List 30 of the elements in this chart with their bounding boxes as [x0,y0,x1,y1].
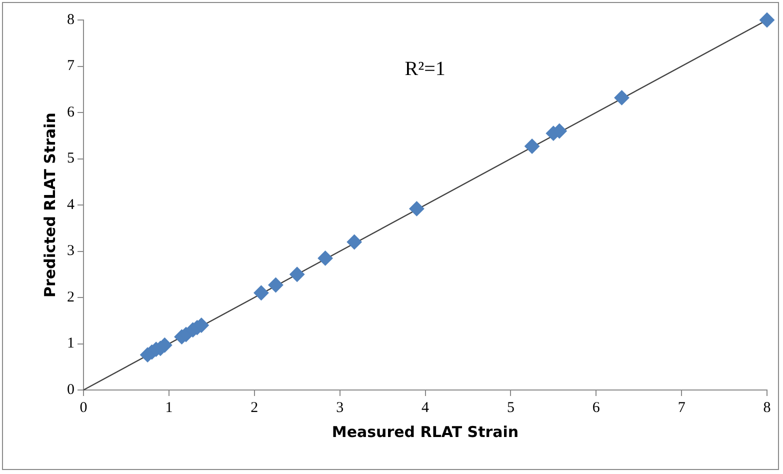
x-tick-label: 8 [763,400,771,416]
x-tick-label: 4 [422,400,430,416]
point [409,201,424,216]
y-tick-label: 0 [67,382,74,398]
y-tick-label: 5 [67,150,74,167]
point [346,234,362,250]
annotation: R²=1 [404,58,446,80]
x-tick-label: 2 [250,400,258,416]
x-tick-label: 1 [165,400,173,416]
y-tick-label: 3 [67,243,74,260]
y-tick-label: 8 [67,12,74,28]
y-tick-label: 7 [67,58,75,74]
y-tick-label: 1 [67,336,74,352]
y-tick-label: 2 [67,289,74,306]
point [614,90,630,106]
x-tick-label: 6 [592,400,600,416]
point [268,278,284,293]
x-tick-label: 7 [678,400,686,416]
point [254,285,269,300]
point [290,266,305,282]
y-axis-title: Predicted RLAT Strain [40,112,59,298]
x-tick-label: 3 [336,400,344,416]
x-tick-label: 0 [80,400,88,416]
point [524,138,540,154]
point [760,12,774,28]
x-tick-label: 5 [506,400,514,416]
x-axis-title: Measured RLAT Strain [332,422,519,441]
y-tick-label: 4 [67,196,75,213]
y-tick-label: 6 [67,104,75,120]
point [318,250,333,266]
